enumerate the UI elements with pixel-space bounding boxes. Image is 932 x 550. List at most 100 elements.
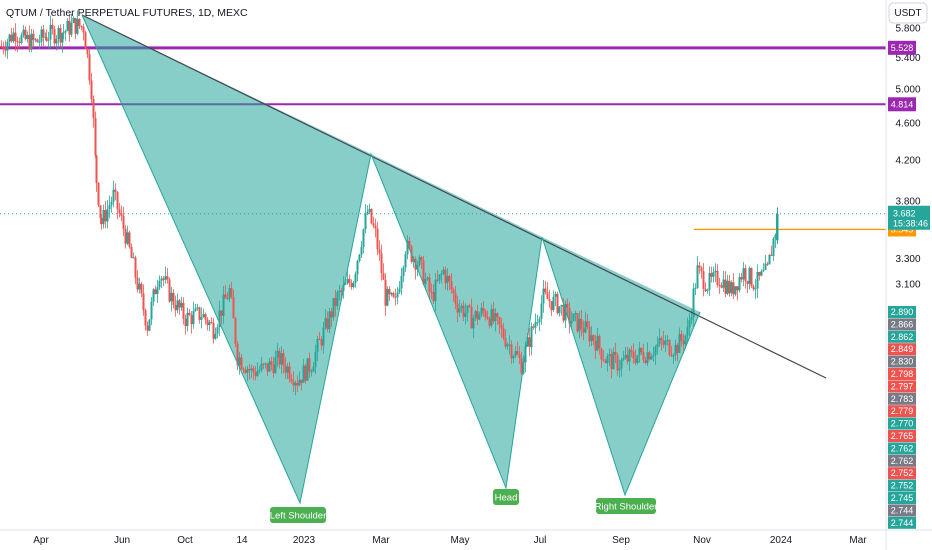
pattern-label-box [270,507,326,523]
candle-body [590,335,593,342]
level-price-tag-label: 5.528 [891,43,914,53]
candle-body [162,278,165,280]
candle-body [574,313,577,315]
indicator-price-tag [888,479,916,492]
last-price-value: 3.682 [893,209,916,219]
candle-body [8,34,11,42]
candle-body [740,277,743,280]
candle-body [338,290,341,293]
candle-body [452,289,455,294]
candle-body [262,363,265,365]
candle-body [612,351,615,370]
candle-body [258,370,261,372]
candle-body [284,365,287,373]
candle-body [718,284,721,286]
candle-body [726,280,729,294]
candle-body [364,213,367,230]
candle-body [53,29,56,44]
candle-body [90,80,93,99]
candle-body [82,26,85,33]
candle-body [670,354,673,356]
x-tick-label: 2024 [770,535,793,546]
price-axis: 5.800 5.400 5.000 4.600 4.200 3.800 3.300 3.100 [895,24,920,291]
candle-body [584,321,587,333]
candle-body [68,20,71,35]
indicator-price-tag-label: 2.770 [891,419,914,429]
candle-body [174,304,177,311]
candle-body [6,41,9,51]
candle-body [36,39,39,43]
price-tags: 5.5284.8143.5433.68215:38:462.8902.8662.… [888,40,930,529]
candle-body [348,278,351,283]
candle-body [294,382,297,386]
candle-body [700,267,703,272]
candle-body [356,260,359,275]
candle-body [652,355,655,357]
candle-body [406,240,409,255]
indicator-price-tag-label: 2.798 [891,369,914,379]
candle-body [526,337,529,347]
candle-body [742,268,745,280]
candle-body [752,286,755,290]
indicator-price-tag [888,343,916,356]
indicator-price-tag [888,504,916,517]
candles [0,10,779,396]
chart-title: QTUM / Tether PERPETUAL FUTURES, 1D, MEX… [6,7,248,19]
indicator-price-tag [888,454,916,467]
candle-body [490,309,493,326]
candle-body [42,29,45,38]
indicator-price-tag-label: 2.762 [891,443,914,453]
candle-body [640,347,643,353]
candle-body [724,279,727,294]
pattern-label-box [596,498,656,514]
candle-body [480,307,483,315]
candle-body [212,322,215,339]
candle-body [172,292,175,305]
candle-body [78,18,81,27]
candle-body [422,260,425,285]
candle-body [308,358,311,372]
candle-body [106,209,109,222]
candle-body [512,356,515,359]
candle-body [642,352,645,361]
candle-body [328,311,331,330]
candle-body [576,313,579,332]
candle-body [420,257,423,261]
indicator-price-tag-label: 2.752 [891,468,914,478]
candle-body [748,268,751,284]
candle-body [630,349,633,352]
candle-body [140,283,143,294]
candle-body [146,325,149,331]
indicator-price-tag-label: 2.744 [891,505,914,515]
candle-body [200,317,203,320]
candle-body [322,327,325,346]
indicator-price-tag-label: 2.765 [891,431,914,441]
currency-button[interactable]: USDT [888,2,928,24]
level-price-tag [888,97,916,112]
candle-body [164,276,167,280]
candle-body [362,229,365,247]
candle-body [680,334,683,341]
candle-body [178,300,181,308]
candle-body [382,273,385,280]
indicator-price-tag-label: 2.849 [891,344,914,354]
candle-body [152,289,155,302]
y-tick-label: 5.400 [895,53,920,64]
candle-body [506,344,509,347]
candle-body [292,381,295,386]
indicator-price-tag-label: 2.797 [891,381,914,391]
candle-body [30,33,33,50]
candle-body [160,278,163,281]
candle-body [408,240,411,247]
candle-body [638,347,641,356]
candle-body [24,29,27,39]
candle-body [750,268,753,287]
candle-body [432,292,435,302]
candle-body [234,318,237,344]
candle-body [398,288,401,293]
candle-body [714,270,717,273]
candle-body [278,350,281,365]
candle-body [666,340,669,342]
candle-body [626,354,629,362]
